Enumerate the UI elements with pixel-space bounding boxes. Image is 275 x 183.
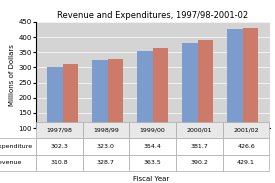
Bar — [243, 28, 258, 158]
Title: Revenue and Expenditures, 1997/98-2001-02: Revenue and Expenditures, 1997/98-2001-0… — [57, 11, 248, 20]
Bar — [227, 29, 243, 158]
Bar — [182, 43, 197, 158]
Bar — [108, 59, 123, 158]
Bar — [197, 40, 213, 158]
Bar — [137, 51, 153, 158]
Bar — [153, 48, 168, 158]
Bar — [63, 64, 78, 158]
Y-axis label: Millions of Dollars: Millions of Dollars — [9, 44, 15, 106]
Bar — [92, 60, 108, 158]
Text: Fiscal Year: Fiscal Year — [133, 176, 169, 182]
Bar — [47, 67, 63, 158]
